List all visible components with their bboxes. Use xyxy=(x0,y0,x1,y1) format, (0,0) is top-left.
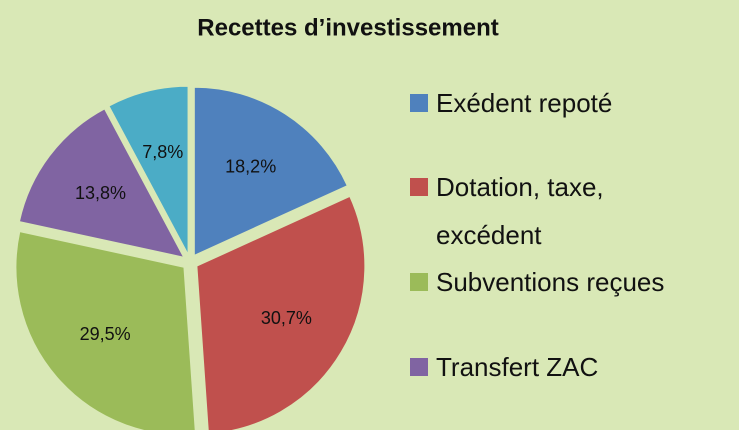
data-label: 13,8% xyxy=(75,183,126,203)
legend-swatch xyxy=(410,178,428,196)
legend-label: Exédent repoté xyxy=(436,88,613,118)
data-label: 30,7% xyxy=(261,308,312,328)
legend-label: Subventions reçues xyxy=(436,267,665,297)
legend-item: Dotation, taxe, excédent xyxy=(410,163,686,259)
pie-slice xyxy=(18,108,185,258)
pie-slice xyxy=(108,85,189,255)
pie-slice xyxy=(193,86,348,257)
data-label: 29,5% xyxy=(80,324,131,344)
data-label: 7,8% xyxy=(142,142,183,162)
legend-swatch xyxy=(410,273,428,291)
chart-title: Recettes d’investissement xyxy=(197,14,498,41)
legend-item: Subventions reçues xyxy=(410,258,736,306)
data-label: 18,2% xyxy=(225,156,276,176)
legend-swatch xyxy=(410,358,428,376)
legend-item: Transfert ZAC xyxy=(410,343,736,391)
legend-swatch xyxy=(410,94,428,112)
legend-label: Transfert ZAC xyxy=(436,352,599,382)
pie-slice xyxy=(196,195,366,430)
pie-slice xyxy=(15,231,196,430)
legend-item: Exédent repoté xyxy=(410,79,736,127)
legend-label: Dotation, taxe, excédent xyxy=(436,172,604,250)
